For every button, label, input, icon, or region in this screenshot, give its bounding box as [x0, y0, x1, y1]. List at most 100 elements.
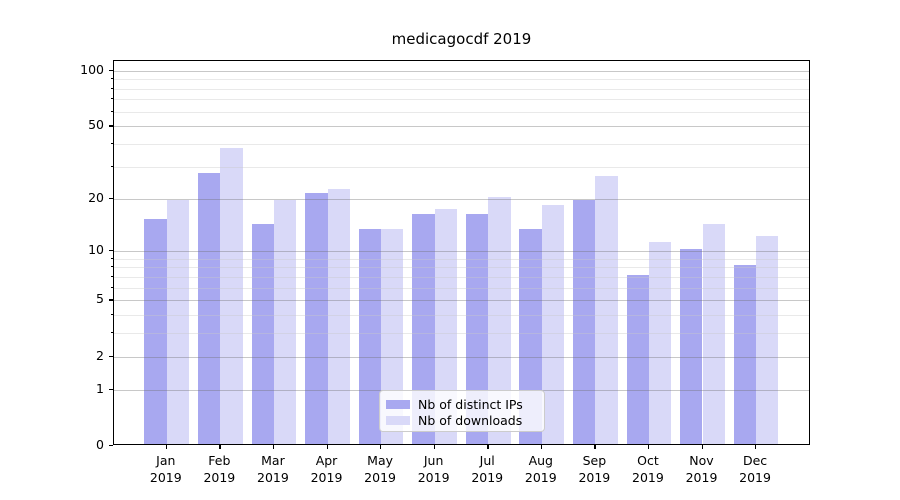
- y-axis-tick: [109, 250, 113, 252]
- x-axis-tick: [594, 445, 596, 449]
- y-axis-tick-label: 50: [88, 117, 104, 133]
- y-axis-tick-label: 1: [96, 380, 104, 396]
- chart-title: medicagocdf 2019: [391, 30, 532, 48]
- y-axis-tick: [109, 69, 113, 72]
- bar-downloads: [434, 209, 458, 444]
- x-axis-tick-label-year: 2019: [310, 470, 343, 485]
- y-axis-minor-tick: [110, 87, 113, 89]
- x-axis-tick: [272, 445, 275, 449]
- y-axis-tick: [109, 197, 113, 199]
- x-axis-tick-label: Sep 2019: [566, 452, 622, 486]
- gridline-major: [114, 70, 809, 72]
- gridline-minor: [114, 333, 809, 335]
- legend: Nb of distinct IPs Nb of downloads: [379, 390, 545, 432]
- bar-distinct-ips: [572, 200, 596, 444]
- y-axis-tick-label: 5: [96, 291, 104, 307]
- plot-area: [113, 60, 810, 445]
- legend-label-downloads: Nb of downloads: [418, 413, 523, 428]
- legend-swatch-distinct-ips: [386, 400, 410, 409]
- x-axis-tick: [647, 445, 650, 449]
- x-axis-tick: [219, 445, 221, 449]
- gridline-minor: [114, 99, 809, 101]
- x-axis-tick: [326, 445, 328, 449]
- x-axis-tick-label: Aug 2019: [513, 452, 569, 486]
- y-axis-tick-label: 0: [96, 437, 104, 452]
- y-axis-minor-tick: [110, 286, 113, 288]
- gridline-minor: [114, 144, 809, 146]
- y-axis-minor-tick: [110, 98, 113, 100]
- y-axis-minor-tick: [110, 266, 113, 268]
- gridline-major: [114, 356, 809, 358]
- x-axis-tick-label-year: 2019: [578, 470, 611, 485]
- y-axis-tick-label: 100: [80, 61, 104, 77]
- gridline-minor: [114, 88, 809, 90]
- y-axis-tick-label: 2: [96, 347, 104, 363]
- x-axis-tick-label: Apr 2019: [299, 452, 355, 486]
- gridline-major: [114, 126, 809, 128]
- bar-downloads: [541, 204, 565, 444]
- bar-distinct-ips: [680, 249, 703, 444]
- y-axis-tick-label: 10: [88, 242, 104, 258]
- x-axis-tick-label-year: 2019: [364, 470, 396, 485]
- gridline-minor: [114, 111, 809, 113]
- y-axis-tick: [109, 355, 113, 357]
- x-axis-tick-label: Dec 2019: [727, 452, 783, 486]
- x-axis-tick-label: Mar 2019: [245, 452, 301, 486]
- bar-downloads: [166, 200, 190, 444]
- y-axis-minor-tick: [110, 332, 113, 334]
- bar-distinct-ips: [358, 229, 382, 444]
- bar-distinct-ips: [465, 213, 489, 444]
- x-axis-tick: [433, 445, 435, 449]
- x-axis-tick-label: Jan 2019: [138, 452, 194, 486]
- x-axis-tick-label-year: 2019: [471, 470, 504, 485]
- y-axis-minor-tick: [110, 314, 113, 316]
- x-axis-tick: [540, 445, 543, 449]
- x-axis-tick-label: Nov 2019: [674, 452, 730, 486]
- legend-swatch-downloads: [386, 416, 410, 425]
- legend-label-distinct-ips: Nb of distinct IPs: [418, 397, 523, 412]
- x-axis-tick-label: Oct 2019: [620, 452, 676, 486]
- x-axis-tick-label-year: 2019: [257, 470, 289, 485]
- x-axis-tick-label: Jun 2019: [406, 452, 462, 486]
- bar-distinct-ips: [305, 192, 328, 444]
- bar-distinct-ips: [733, 265, 757, 444]
- gridline-minor: [114, 315, 809, 317]
- x-axis-tick-label-year: 2019: [203, 470, 236, 485]
- y-axis-tick: [109, 445, 113, 447]
- bar-distinct-ips: [626, 274, 649, 444]
- bar-downloads: [702, 223, 725, 444]
- bar-downloads: [273, 200, 297, 444]
- gridline-minor: [114, 166, 809, 168]
- bar-distinct-ips: [251, 223, 274, 444]
- gridline-minor: [114, 267, 809, 269]
- y-axis-minor-tick: [110, 143, 113, 145]
- bar-downloads: [756, 235, 779, 444]
- x-axis-tick-label-year: 2019: [632, 470, 664, 485]
- x-axis-tick-label-year: 2019: [739, 470, 771, 485]
- bar-downloads: [488, 196, 511, 444]
- y-axis-minor-tick: [110, 275, 113, 277]
- bar-downloads: [648, 242, 672, 444]
- x-axis-tick-label: Jul 2019: [459, 452, 515, 486]
- bar-downloads: [220, 148, 243, 444]
- gridline-minor: [114, 258, 809, 260]
- x-axis-tick-label: Feb 2019: [191, 452, 247, 486]
- legend-item-downloads: Nb of downloads: [386, 413, 544, 428]
- bar-distinct-ips: [197, 173, 221, 444]
- gridline-minor: [114, 276, 809, 278]
- gridline-minor: [114, 287, 809, 289]
- y-axis-tick: [109, 388, 113, 390]
- x-axis-tick-label: May 2019: [352, 452, 408, 486]
- gridline-minor: [114, 79, 809, 81]
- y-axis-minor-tick: [110, 257, 113, 259]
- x-axis-tick: [380, 445, 382, 449]
- y-axis-tick-label: 20: [88, 189, 104, 205]
- bar-downloads: [327, 189, 350, 444]
- y-axis-tick: [109, 125, 113, 127]
- x-axis-tick-label-year: 2019: [524, 470, 557, 485]
- x-axis-tick-label-year: 2019: [685, 470, 718, 485]
- y-axis-minor-tick: [110, 165, 113, 167]
- gridline-major: [114, 300, 809, 302]
- y-axis-minor-tick: [110, 78, 113, 80]
